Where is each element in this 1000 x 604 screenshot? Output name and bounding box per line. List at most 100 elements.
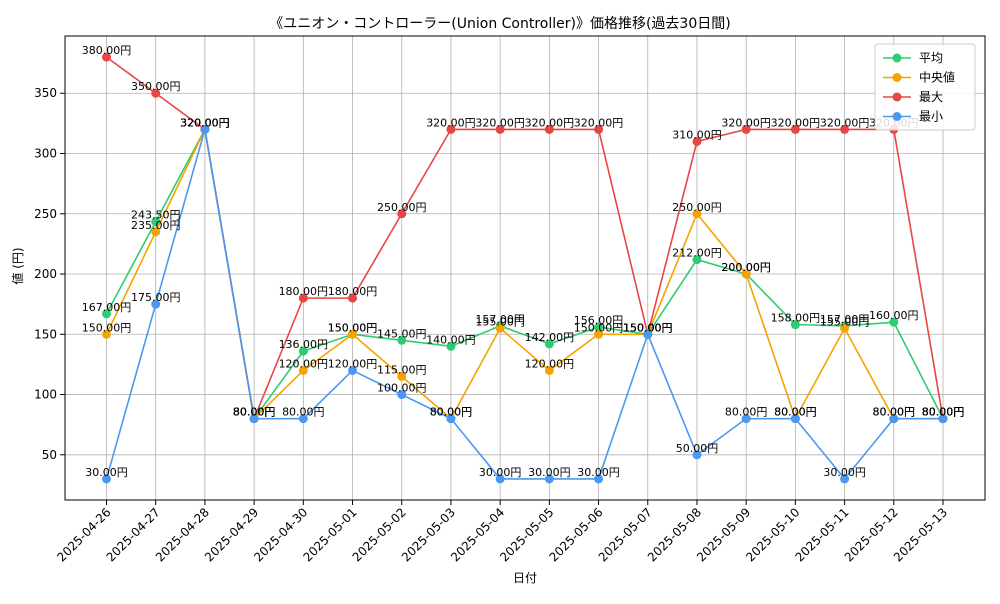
data-label: 80.00円: [233, 406, 276, 419]
data-label: 30.00円: [479, 466, 522, 479]
data-point: [446, 124, 456, 134]
data-label: 80.00円: [774, 406, 817, 419]
data-label: 80.00円: [430, 406, 473, 419]
data-label: 150.00円: [623, 321, 673, 334]
data-point: [298, 346, 308, 356]
data-label: 350.00円: [131, 80, 181, 93]
chart-title: 《ユニオン・コントローラー(Union Controller)》価格推移(過去3…: [269, 16, 730, 32]
data-label: 250.00円: [672, 201, 722, 214]
data-point: [200, 124, 210, 134]
data-point: [151, 227, 161, 237]
legend-label: 最大: [919, 90, 943, 104]
data-label: 80.00円: [282, 406, 325, 419]
data-label: 155.00円: [475, 315, 525, 328]
data-label: 150.00円: [623, 321, 673, 334]
data-point: [298, 414, 308, 424]
data-point: [692, 136, 702, 146]
x-axis-label: 日付: [513, 571, 537, 585]
data-label: 320.00円: [180, 116, 230, 129]
data-label: 212.00円: [672, 247, 722, 260]
data-label: 320.00円: [180, 116, 230, 129]
data-label: 150.00円: [623, 321, 673, 334]
data-point: [102, 309, 111, 319]
data-point: [790, 124, 800, 134]
data-label-layer: 167.00円 243.50円 320.00円 80.00円 136.00円 150.00…: [82, 44, 965, 479]
data-point: [692, 209, 702, 219]
data-label: 150.00円: [328, 321, 378, 334]
data-label: 235.00円: [131, 219, 181, 232]
data-point: [446, 414, 456, 424]
data-label: 80.00円: [922, 406, 965, 419]
data-point: [446, 341, 456, 351]
data-label: 380.00円: [82, 44, 132, 57]
data-label: 156.00円: [574, 314, 624, 327]
data-point: [102, 52, 111, 62]
data-label: 30.00円: [577, 466, 620, 479]
data-point: [544, 124, 554, 134]
legend-swatch-marker: [892, 112, 902, 121]
data-point: [692, 255, 702, 265]
data-label: 320.00円: [771, 116, 821, 129]
data-label: 80.00円: [233, 406, 276, 419]
data-point: [348, 329, 358, 339]
y-axis-label: 値 (円): [10, 247, 25, 284]
data-label: 158.00円: [771, 312, 821, 325]
data-point: [938, 414, 948, 424]
data-label: 200.00円: [721, 261, 771, 274]
data-label: 80.00円: [873, 406, 916, 419]
y-tick-label: 250: [34, 207, 57, 221]
data-label: 136.00円: [279, 338, 329, 351]
data-point: [741, 124, 751, 134]
y-tick-label: 100: [34, 388, 57, 402]
data-point: [741, 269, 751, 279]
data-label: 120.00円: [279, 357, 329, 370]
data-point: [840, 474, 850, 484]
grid-layer: [65, 36, 985, 500]
legend-swatch-marker: [892, 53, 902, 63]
data-label: 180.00円: [279, 285, 329, 298]
data-label: 320.00円: [180, 116, 230, 129]
data-label: 145.00円: [377, 327, 427, 340]
data-label: 155.00円: [820, 315, 870, 328]
data-point: [840, 124, 850, 134]
legend-swatch-marker: [892, 92, 902, 102]
data-label: 140.00円: [426, 333, 476, 346]
data-label: 310.00円: [672, 128, 722, 141]
data-point: [249, 414, 259, 424]
data-label: 80.00円: [233, 406, 276, 419]
plot-frame: [64, 35, 986, 501]
data-point: [151, 299, 161, 309]
data-label: 320.00円: [475, 116, 525, 129]
data-label: 150.00円: [82, 321, 132, 334]
legend-box: [874, 43, 976, 131]
data-label: 50.00円: [676, 442, 719, 455]
data-label: 150.00円: [574, 321, 624, 334]
data-point: [348, 293, 358, 303]
data-point: [544, 339, 554, 349]
y-tick-label: 300: [34, 147, 57, 161]
data-label: 80.00円: [774, 406, 817, 419]
data-label: 30.00円: [85, 466, 128, 479]
data-point: [889, 317, 899, 327]
data-point: [594, 474, 604, 484]
data-point: [840, 323, 850, 333]
legend-label: 中央値: [919, 70, 955, 85]
data-label: 320.00円: [820, 116, 870, 129]
data-label: 180.00円: [328, 285, 378, 298]
data-label: 80.00円: [922, 406, 965, 419]
data-point: [397, 371, 407, 381]
data-label: 320.00円: [721, 116, 771, 129]
data-point: [348, 365, 358, 375]
data-point: [741, 414, 751, 424]
data-label: 150.00円: [328, 321, 378, 334]
data-point: [298, 365, 308, 375]
data-point: [495, 323, 505, 333]
data-label: 320.00円: [574, 116, 624, 129]
data-label: 80.00円: [873, 406, 916, 419]
data-label: 250.00円: [377, 201, 427, 214]
data-label: 150.00円: [623, 321, 673, 334]
legend-label: 平均: [919, 51, 943, 65]
